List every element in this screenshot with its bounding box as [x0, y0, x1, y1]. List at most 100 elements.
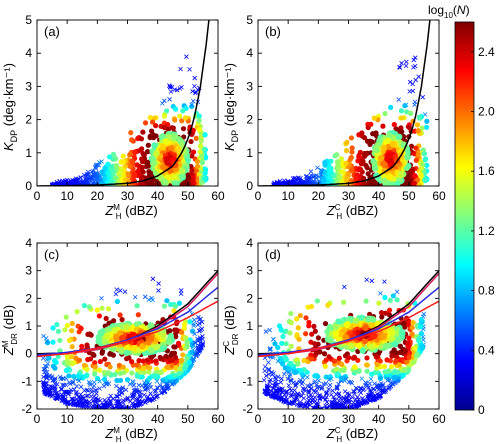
scatter-point [262, 364, 268, 369]
scatter-point [327, 374, 333, 380]
scatter-point [94, 307, 100, 313]
scatter-point [290, 176, 296, 181]
scatter-point [356, 154, 362, 160]
scatter-point [287, 386, 293, 392]
scatter-point [200, 334, 205, 339]
scatter-point [331, 358, 337, 364]
scatter-point [117, 377, 124, 384]
scatter-point [70, 396, 75, 402]
scatter-point [174, 87, 180, 93]
scatter-point [383, 389, 388, 394]
scatter-point [267, 327, 272, 333]
x-tick-label: 10 [281, 412, 295, 426]
scatter-point [136, 358, 142, 364]
scatter-point [135, 312, 141, 318]
scatter-point [377, 394, 383, 399]
scatter-point [263, 373, 269, 379]
scatter-point [87, 356, 94, 362]
scatter-point [147, 382, 153, 387]
scatter-point [69, 328, 75, 334]
scatter-point [122, 289, 128, 294]
scatter-point [117, 312, 123, 318]
scatter-point [53, 376, 58, 381]
colorbar-tick-label: 2.4 [478, 45, 495, 59]
scatter-point [164, 382, 170, 388]
scatter-point [331, 394, 336, 400]
scatter-point [399, 129, 405, 135]
scatter-point [275, 344, 281, 351]
scatter-point [189, 183, 195, 186]
scatter-point [267, 383, 272, 389]
scatter-point [409, 324, 415, 331]
scatter-point [198, 138, 204, 144]
scatter-point [197, 149, 203, 155]
scatter-point [382, 310, 389, 316]
scatter-point [271, 337, 276, 342]
scatter-point [413, 145, 419, 151]
x-tick-label: 30 [121, 189, 135, 203]
scatter-point [352, 317, 360, 324]
scatter-point [113, 174, 119, 181]
scatter-point [55, 328, 62, 334]
scatter-point [116, 330, 124, 337]
y-tick-label: 0 [246, 347, 253, 361]
scatter-point [378, 310, 385, 316]
scatter-point [402, 348, 409, 354]
scatter-point [161, 303, 168, 309]
scatter-point [424, 162, 430, 168]
scatter-point [182, 115, 189, 121]
scatter-point [120, 153, 126, 159]
scatter-point [200, 341, 206, 346]
scatter-point [323, 357, 329, 363]
scatter-point [134, 362, 140, 368]
x-tick-label: 50 [181, 189, 195, 203]
scatter-point [98, 178, 104, 183]
scatter-point [311, 323, 317, 329]
scatter-point [165, 338, 172, 346]
scatter-point [406, 124, 412, 131]
scatter-point [105, 370, 111, 377]
scatter-point [179, 329, 185, 335]
scatter-point [416, 182, 422, 186]
scatter-point [349, 168, 355, 174]
scatter-point [272, 380, 278, 386]
scatter-point [154, 379, 160, 384]
scatter-point [139, 156, 145, 162]
scatter-point [393, 349, 399, 356]
y-axis-label: ZMDR (dB) [1, 305, 19, 356]
scatter-point [57, 337, 63, 344]
scatter-point [94, 391, 99, 396]
scatter-point [380, 123, 386, 129]
scatter-point [387, 173, 394, 181]
scatter-point [341, 299, 347, 305]
scatter-point [190, 178, 196, 184]
scatter-point [119, 317, 125, 323]
scatter-point [108, 400, 113, 405]
scatter-point [384, 369, 390, 375]
scatter-point [334, 152, 340, 158]
scatter-point [111, 405, 117, 409]
scatter-point [277, 396, 283, 401]
scatter-point [363, 182, 369, 186]
scatter-point [359, 376, 365, 381]
scatter-point [159, 390, 165, 395]
scatter-point [369, 316, 377, 323]
scatter-point [77, 395, 82, 401]
scatter-point [282, 392, 288, 397]
scatter-point [282, 371, 287, 377]
x-tick-label: 10 [60, 189, 74, 203]
scatter-point [127, 398, 133, 404]
scatter-point [168, 89, 174, 94]
scatter-point [106, 396, 112, 402]
scatter-point [171, 308, 177, 314]
scatter-point [158, 369, 164, 376]
scatter-point [396, 362, 402, 368]
scatter-point [361, 337, 369, 345]
scatter-point [180, 352, 186, 358]
y-tick-label: 1 [246, 146, 253, 160]
scatter-point [372, 146, 380, 153]
scatter-point [315, 335, 321, 341]
scatter-point [341, 402, 347, 408]
scatter-point [355, 357, 361, 363]
